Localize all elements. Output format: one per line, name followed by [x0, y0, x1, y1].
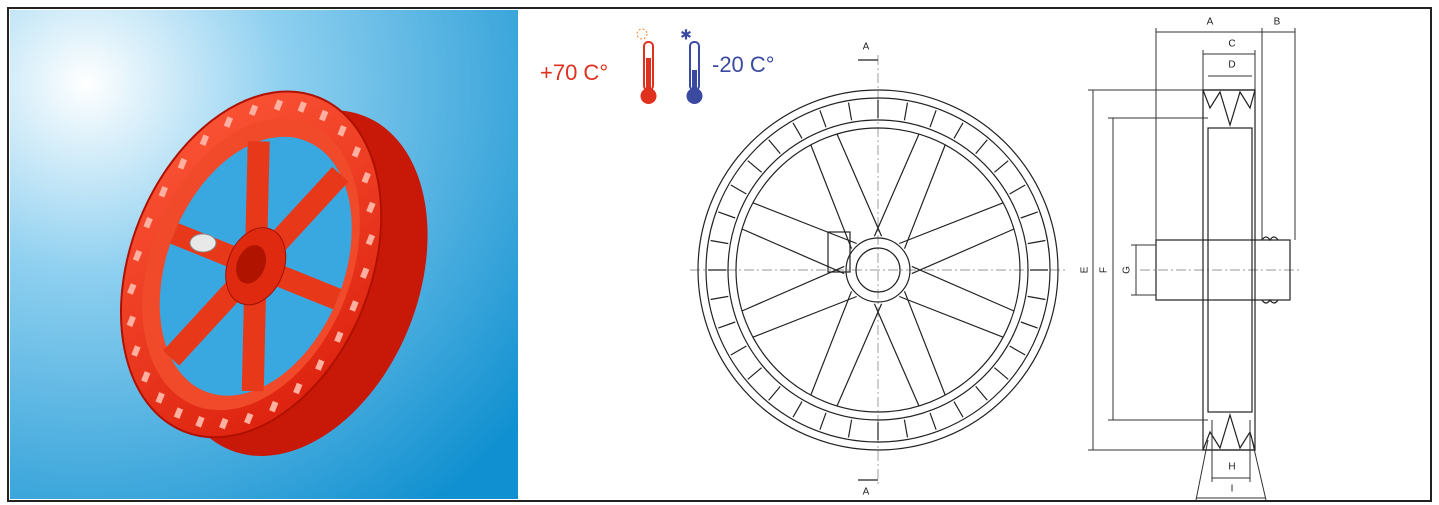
dimension-label: D	[1228, 60, 1235, 71]
dimension-label: B	[1274, 17, 1281, 28]
drawing-part	[641, 88, 657, 104]
dimension-label: C	[1228, 39, 1235, 50]
min-temperature: -20 C°	[712, 52, 775, 77]
drawing-part: ✱	[680, 27, 692, 43]
dimension-label: G	[1122, 266, 1133, 274]
section-mark: A	[863, 487, 870, 498]
dimension-label: F	[1099, 267, 1110, 273]
set-screw	[190, 234, 216, 252]
dimension-label: A	[1207, 17, 1214, 28]
drawing-part	[646, 58, 651, 90]
dimension-label: E	[1080, 266, 1091, 273]
drawing-part	[687, 88, 703, 104]
product-sheet: +70 C° ✱ -20 C° A A	[0, 0, 1439, 505]
dimension-label: H	[1228, 462, 1235, 473]
drawing-part	[692, 70, 697, 90]
section-mark: A	[863, 42, 870, 53]
max-temperature: +70 C°	[540, 60, 608, 85]
dimension-label: I	[1231, 484, 1234, 495]
